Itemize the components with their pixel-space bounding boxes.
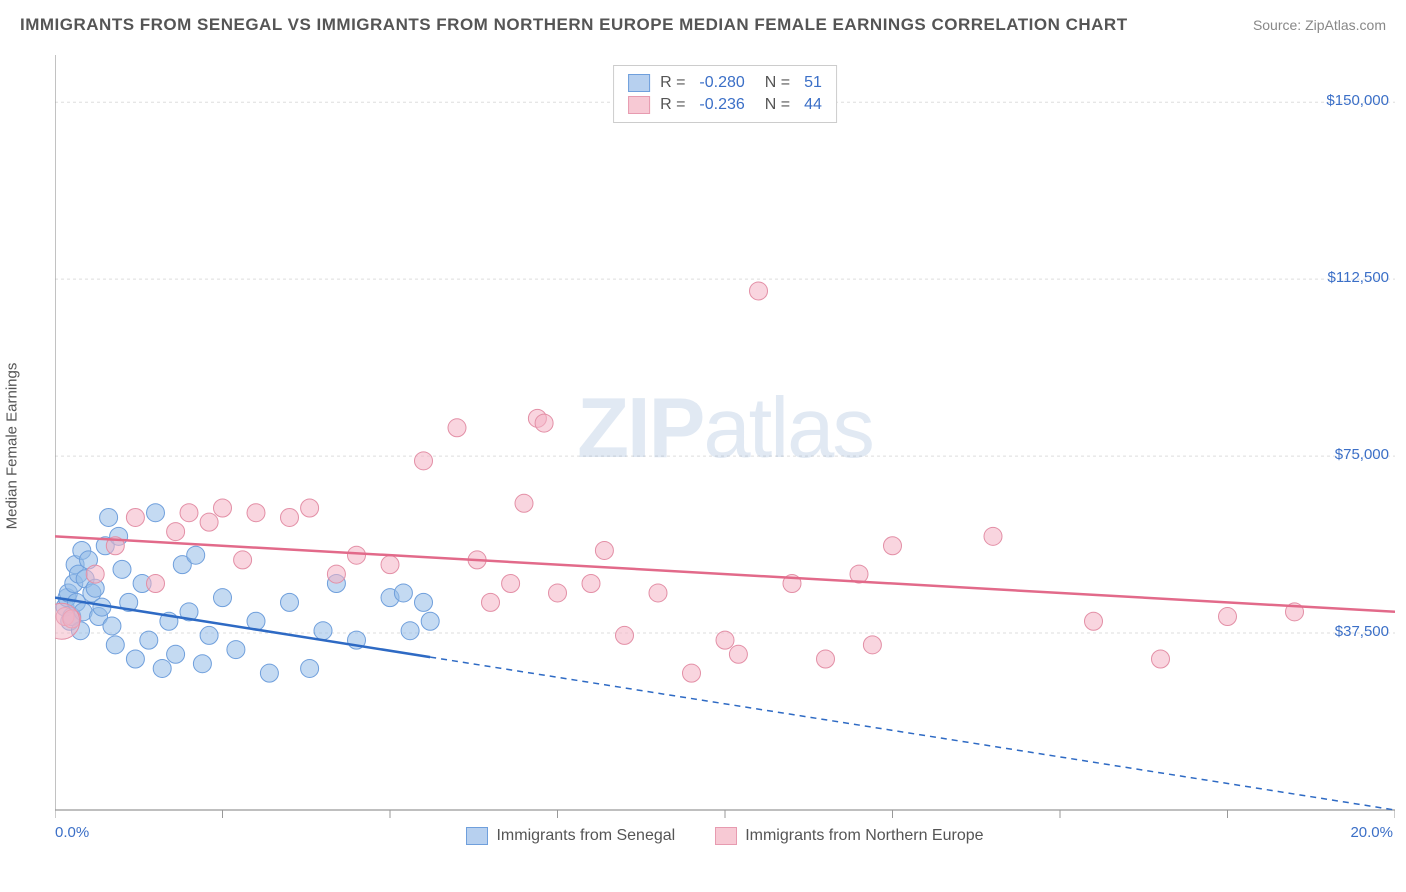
n-label: N =	[765, 96, 790, 114]
r-value: -0.280	[699, 74, 744, 92]
scatter-plot-svg	[55, 45, 1395, 845]
n-value: 51	[804, 74, 822, 92]
chart-title: IMMIGRANTS FROM SENEGAL VS IMMIGRANTS FR…	[20, 15, 1128, 35]
legend-swatch	[628, 96, 650, 114]
y-axis-label: Median Female Earnings	[4, 363, 21, 530]
y-tick-label: $37,500	[1335, 623, 1389, 640]
r-label: R =	[660, 96, 685, 114]
legend-swatch	[466, 827, 488, 845]
r-label: R =	[660, 74, 685, 92]
legend-swatch	[715, 827, 737, 845]
r-value: -0.236	[699, 96, 744, 114]
legend-row: R = -0.280 N = 51	[628, 72, 822, 94]
legend-swatch	[628, 74, 650, 92]
legend-row: R = -0.236 N = 44	[628, 94, 822, 116]
legend-label: Immigrants from Northern Europe	[745, 827, 983, 845]
legend-item: Immigrants from Northern Europe	[715, 827, 983, 845]
correlation-legend: R = -0.280 N = 51 R = -0.236 N = 44	[613, 65, 837, 123]
source-attribution: Source: ZipAtlas.com	[1253, 17, 1386, 33]
y-tick-label: $150,000	[1326, 92, 1389, 109]
header: IMMIGRANTS FROM SENEGAL VS IMMIGRANTS FR…	[0, 0, 1406, 40]
legend-label: Immigrants from Senegal	[496, 827, 675, 845]
chart-container: IMMIGRANTS FROM SENEGAL VS IMMIGRANTS FR…	[0, 0, 1406, 892]
y-tick-label: $75,000	[1335, 446, 1389, 463]
series-legend: Immigrants from Senegal Immigrants from N…	[55, 827, 1395, 845]
n-label: N =	[765, 74, 790, 92]
x-tick-label: 0.0%	[55, 824, 89, 841]
y-tick-label: $112,500	[1328, 269, 1389, 286]
x-tick-label: 20.0%	[1350, 824, 1393, 841]
legend-item: Immigrants from Senegal	[466, 827, 675, 845]
n-value: 44	[804, 96, 822, 114]
chart-area: ZIPatlas R =-0.280N =51R =-0.236N =44 Im…	[55, 45, 1395, 845]
